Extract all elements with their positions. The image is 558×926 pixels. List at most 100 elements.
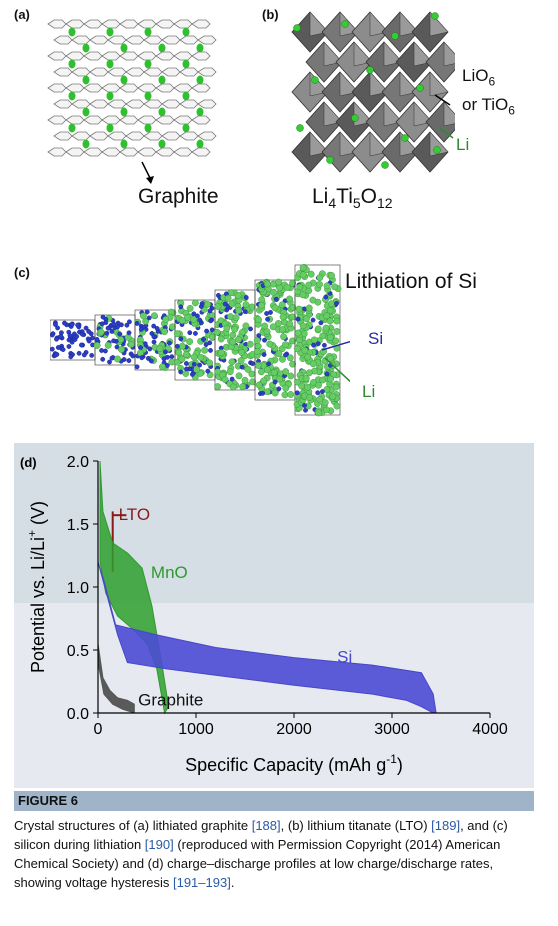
lithium-atom [302,315,310,323]
lithium-atom [104,341,112,349]
silicon-atom [205,368,211,374]
graphene-layer [47,115,211,125]
lithium-atom [229,338,237,346]
hexagon-ring [143,35,163,45]
lithium-atom [120,107,128,117]
lithium-atom [341,20,349,28]
lithium-atom [169,323,176,331]
silicon-atom [100,314,106,320]
hexagon-ring [155,51,175,61]
lithium-atom [238,348,246,356]
hexagon-ring [173,115,193,125]
silicon-atom [50,332,55,338]
lithium-atom [299,322,307,330]
silicon-atom [167,340,172,346]
hexagon-ring [83,83,103,93]
hexagon-ring [137,147,157,157]
lithium-atom [294,378,301,386]
lithium-atom [278,301,286,309]
hexagon-ring [179,67,199,77]
lithium-atom [279,313,287,321]
lithium-atom [276,284,284,292]
lithium-atom [332,383,340,391]
lithium-atom [331,283,338,291]
silicon-atom [55,345,61,350]
lithium-atom [221,376,229,383]
silicon-atom [191,361,197,367]
hexagon-ring [161,131,181,141]
hexagon-ring [161,67,181,77]
lto-annotation: LTO [119,505,151,524]
lithium-atom [118,346,125,353]
silicon-atom [86,338,92,344]
lithium-atom [279,355,286,363]
lithium-atom [156,345,164,353]
lithium-atom [269,288,277,296]
lithium-atom [304,353,312,361]
hexagon-ring [83,19,103,29]
silicon-atom [104,330,110,336]
hexagon-ring [155,147,175,157]
si-pointer-arrow [321,340,350,351]
lithium-atom [316,274,324,281]
silicon-atom [126,330,132,336]
series-graphite [97,643,135,714]
lithium-atom [321,399,329,407]
lto-formula: Li4Ti5O12 [312,185,393,212]
lithium-atom [280,333,288,341]
silicon-atom [208,318,214,324]
lithium-atom [68,91,76,101]
hexagon-ring [125,131,145,141]
octahedra-label-2: or TiO6 [462,95,515,118]
lithium-atom [244,366,252,373]
octahedron [335,41,373,83]
lithium-atom [178,355,186,363]
hexagon-ring [179,99,199,109]
lithium-atom [276,375,283,383]
hexagon-ring [71,131,91,141]
mno-annotation: MnO [151,563,188,582]
silicon-atom [107,359,112,365]
hexagon-ring [89,131,109,141]
lithiation-stage [253,278,297,401]
silicon-atom [117,331,123,337]
graphene-layer [47,51,211,61]
hexagon-ring [89,35,109,45]
x-axis-label: Specific Capacity (mAh g-1) [185,752,403,775]
silicon-atom [144,309,150,315]
reference-link[interactable]: [190] [144,837,174,852]
hexagon-ring [125,67,145,77]
hexagon-ring [107,35,127,45]
silicon-atom [62,320,67,326]
octahedron [425,41,455,83]
lithium-atom [329,393,337,400]
lithium-atom [286,295,293,303]
silicon-atom [243,295,249,300]
silicon-atom [55,325,60,331]
silicon-atom [126,358,132,364]
silicon-atom [67,333,73,339]
silicon-atom [130,353,136,359]
lithium-atom [302,375,310,382]
lithium-atom [114,355,121,363]
octahedra-label: LiO6 [462,66,496,89]
reference-link[interactable]: [189] [431,818,461,833]
lithium-atom [261,322,269,330]
hexagon-ring [53,67,73,77]
hexagon-ring [53,131,73,141]
silicon-atom [76,350,82,356]
silicon-atom [311,342,316,348]
lithium-atom [319,376,327,384]
reference-link[interactable]: [191–193] [172,875,231,890]
lithium-atom [242,322,250,330]
caption-text: Crystal structures of (a) lithiated grap… [14,818,252,833]
lithium-atom [182,370,190,377]
lithium-atom [235,307,243,314]
lithium-atom [323,312,331,320]
lithium-atom [229,331,237,339]
reference-link[interactable]: [188] [251,818,281,833]
si-annotation: Si [337,648,352,667]
caption-text: (reproduced with Permission Copyright (2… [14,837,501,890]
lithium-atom [241,376,249,384]
graphite-label: Graphite [138,185,219,208]
